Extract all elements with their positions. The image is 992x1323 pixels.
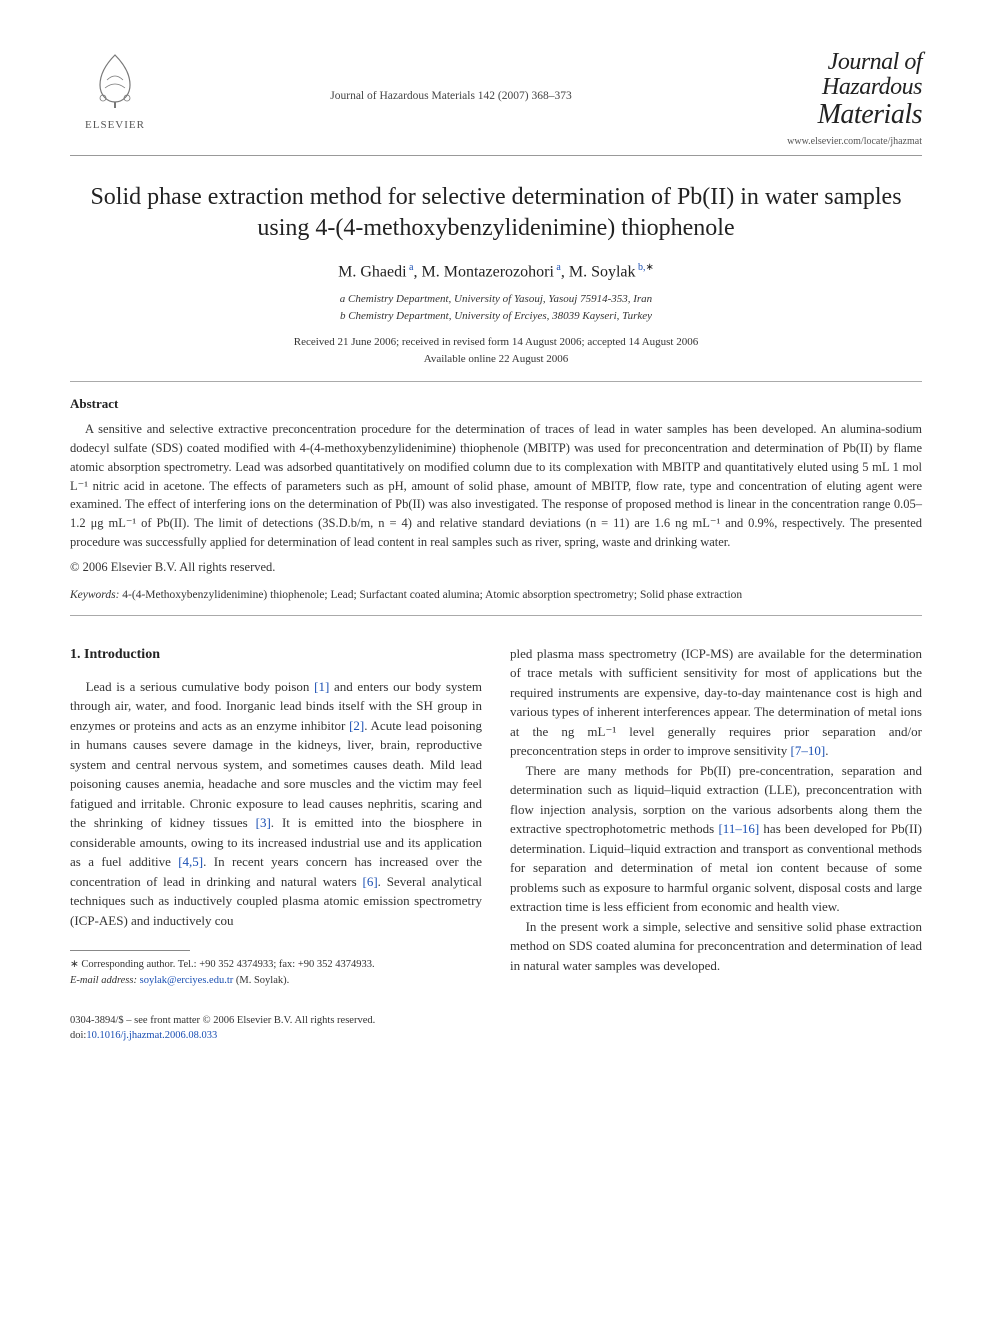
abstract-text: A sensitive and selective extractive pre… (70, 420, 922, 551)
page-header: ELSEVIER Journal of Hazardous Materials … (70, 50, 922, 147)
intro-para-2: There are many methods for Pb(II) pre-co… (510, 761, 922, 917)
authors: M. Ghaedi a, M. Montazerozohori a, M. So… (70, 262, 922, 281)
ref-link-2[interactable]: [2] (349, 718, 364, 733)
article-title: Solid phase extraction method for select… (90, 182, 902, 244)
ref-link-4-5[interactable]: [4,5] (178, 854, 203, 869)
ref-link-6[interactable]: [6] (362, 874, 377, 889)
front-matter-line: 0304-3894/$ – see front matter © 2006 El… (70, 1013, 922, 1029)
header-rule (70, 155, 922, 156)
doi-link[interactable]: 10.1016/j.jhazmat.2006.08.033 (86, 1030, 217, 1041)
footnote-rule (70, 950, 190, 951)
keywords-bottom-rule (70, 615, 922, 616)
received-date: Received 21 June 2006; received in revis… (70, 334, 922, 351)
intro-para-1-cont: pled plasma mass spectrometry (ICP-MS) a… (510, 644, 922, 761)
section-heading-intro: 1. Introduction (70, 644, 482, 665)
ref-link-1[interactable]: [1] (314, 679, 329, 694)
journal-title-line3: Materials (818, 99, 922, 130)
affiliation-a: a Chemistry Department, University of Ya… (70, 291, 922, 308)
intro-para-3: In the present work a simple, selective … (510, 917, 922, 976)
affiliation-b: b Chemistry Department, University of Er… (70, 308, 922, 325)
doi-label: doi: (70, 1030, 86, 1041)
journal-title-line2: Hazardous (822, 74, 922, 100)
intro-para-1: Lead is a serious cumulative body poison… (70, 677, 482, 931)
journal-reference: Journal of Hazardous Materials 142 (2007… (160, 50, 742, 102)
column-left: 1. Introduction Lead is a serious cumula… (70, 644, 482, 989)
abstract-copyright: © 2006 Elsevier B.V. All rights reserved… (70, 560, 922, 575)
publisher-name: ELSEVIER (70, 119, 160, 131)
body-columns: 1. Introduction Lead is a serious cumula… (70, 644, 922, 989)
page-footer: 0304-3894/$ – see front matter © 2006 El… (70, 1013, 922, 1045)
ref-link-11-16[interactable]: [11–16] (718, 821, 759, 836)
elsevier-tree-icon (85, 50, 145, 110)
abstract-heading: Abstract (70, 396, 922, 412)
corresponding-footnote: ∗ Corresponding author. Tel.: +90 352 43… (70, 957, 482, 989)
publisher-logo: ELSEVIER (70, 50, 160, 131)
ref-link-7-10[interactable]: [7–10] (791, 743, 826, 758)
keywords-text: 4-(4-Methoxybenzylidenimine) thiophenole… (122, 589, 742, 601)
keywords: Keywords: 4-(4-Methoxybenzylidenimine) t… (70, 589, 922, 601)
email-label: E-mail address: (70, 975, 137, 986)
abstract-top-rule (70, 381, 922, 382)
corr-author-line: ∗ Corresponding author. Tel.: +90 352 43… (70, 957, 482, 973)
article-dates: Received 21 June 2006; received in revis… (70, 334, 922, 367)
journal-logo: Journal of Hazardous Materials www.elsev… (742, 50, 922, 147)
journal-title-line1: Journal of (828, 49, 922, 75)
email-suffix: (M. Soylak). (236, 975, 289, 986)
abstract-body: A sensitive and selective extractive pre… (70, 420, 922, 551)
online-date: Available online 22 August 2006 (70, 351, 922, 368)
corr-email[interactable]: soylak@erciyes.edu.tr (140, 975, 234, 986)
column-right: pled plasma mass spectrometry (ICP-MS) a… (510, 644, 922, 989)
journal-url[interactable]: www.elsevier.com/locate/jhazmat (742, 136, 922, 147)
keywords-label: Keywords: (70, 589, 119, 601)
ref-link-3[interactable]: [3] (256, 815, 271, 830)
affiliations: a Chemistry Department, University of Ya… (70, 291, 922, 324)
